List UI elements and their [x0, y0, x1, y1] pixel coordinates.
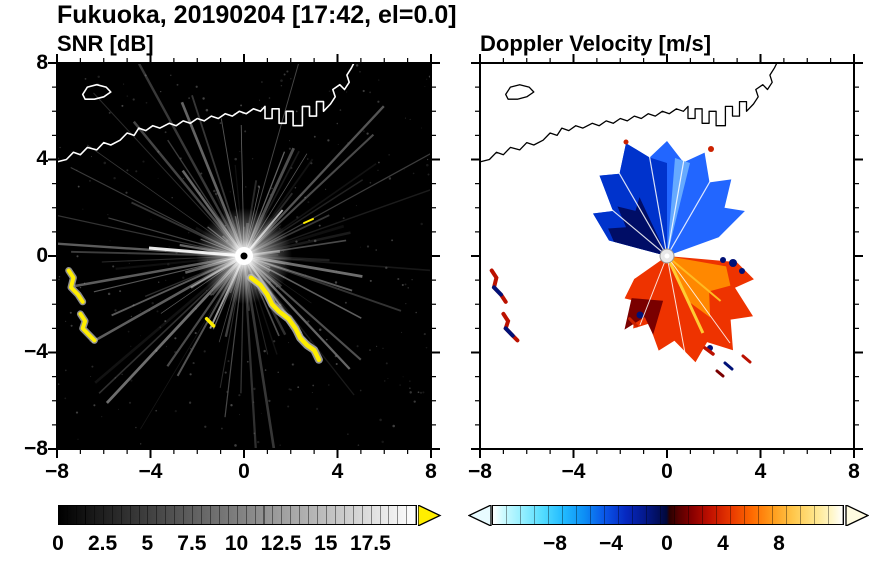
y-tick-label: −4: [24, 340, 48, 363]
snr-plot: [48, 54, 440, 458]
high-snr-arcs: [65, 218, 323, 364]
x-tick-label: −8: [468, 460, 492, 483]
snr-radar-image: [48, 54, 440, 458]
colorbar-tick-label: 0: [52, 532, 64, 555]
island-outline: [81, 83, 112, 100]
y-tick-label: 8: [36, 51, 48, 74]
figure-title: Fukuoka, 20190204 [17:42, el=0.0]: [57, 1, 457, 29]
x-tick-label: 8: [425, 460, 437, 483]
colorbar-tick-label: 4: [717, 532, 729, 555]
y-tick-label: 4: [36, 147, 48, 170]
colorbar-tick-label: 0: [661, 532, 673, 555]
y-tick-label: −8: [24, 437, 48, 460]
doppler-colorbar-under-arrow: [468, 505, 492, 526]
doppler-colorbar-over-arrow: [845, 505, 869, 526]
island-outline: [505, 84, 535, 100]
colorbar-tick-label: 10: [224, 532, 249, 555]
doppler-radar-image: [471, 54, 863, 458]
x-tick-label: −4: [561, 460, 586, 483]
colorbar-tick-label: 7.5: [177, 532, 207, 555]
radial-gaps: [574, 137, 731, 354]
x-tick-label: 4: [331, 460, 344, 483]
coastline: [56, 62, 355, 163]
colorbar-tick-label: 17.5: [349, 532, 391, 555]
y-tick-label: 0: [36, 244, 48, 267]
colorbar-tick-label: 8: [773, 532, 785, 555]
doppler-plot: [471, 54, 863, 458]
colorbar-tick-label: −4: [599, 532, 623, 555]
colorbar-tick-label: 12.5: [260, 532, 302, 555]
doppler-panel-title: Doppler Velocity [m/s]: [480, 31, 712, 56]
x-tick-label: −8: [45, 460, 69, 483]
negative-velocity-fan: [593, 139, 745, 256]
x-tick-label: 0: [661, 460, 673, 483]
snr-panel-title: SNR [dB]: [57, 31, 154, 56]
scattered-echoes: [489, 268, 752, 378]
x-tick-label: 8: [848, 460, 860, 483]
x-tick-label: 4: [754, 460, 767, 483]
radar-center-dot: [240, 252, 248, 260]
x-tick-label: −4: [138, 460, 163, 483]
snr-colorbar-over-arrow: [418, 505, 442, 526]
radar-center-core: [664, 253, 670, 259]
colorbar-tick-label: 5: [141, 532, 154, 555]
colorbar-tick-label: 15: [314, 532, 338, 555]
colorbar-tick-label: 2.5: [87, 532, 118, 555]
colorbar-tick-label: −8: [543, 532, 567, 555]
snr-colorbar: [58, 505, 417, 525]
coastline: [479, 62, 778, 163]
doppler-colorbar: [492, 505, 844, 525]
x-tick-label: 0: [238, 460, 250, 483]
